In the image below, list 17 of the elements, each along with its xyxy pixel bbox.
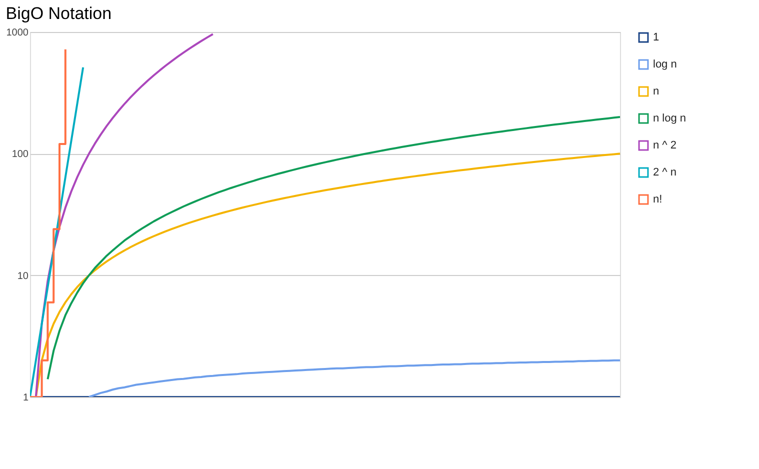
y-tick-label: 1 xyxy=(22,392,29,404)
line-series xyxy=(34,152,620,397)
legend-label: n! xyxy=(653,194,662,206)
line-series xyxy=(88,359,620,397)
line-series xyxy=(34,33,214,397)
legend-label: n xyxy=(653,86,660,98)
legend-label: 1 xyxy=(653,32,660,44)
legend-label: n ^ 2 xyxy=(653,140,677,152)
y-tick-label: 10 xyxy=(17,270,29,282)
y-tick-label: 1000 xyxy=(6,28,29,38)
y-tick-label: 100 xyxy=(12,149,29,160)
legend-label: 2 ^ n xyxy=(653,166,677,178)
chart-title: BigO Notation xyxy=(6,4,112,23)
line-series xyxy=(30,66,84,397)
legend-label: log n xyxy=(653,58,677,70)
line-series xyxy=(46,116,620,380)
legend-label: n log n xyxy=(653,112,686,124)
